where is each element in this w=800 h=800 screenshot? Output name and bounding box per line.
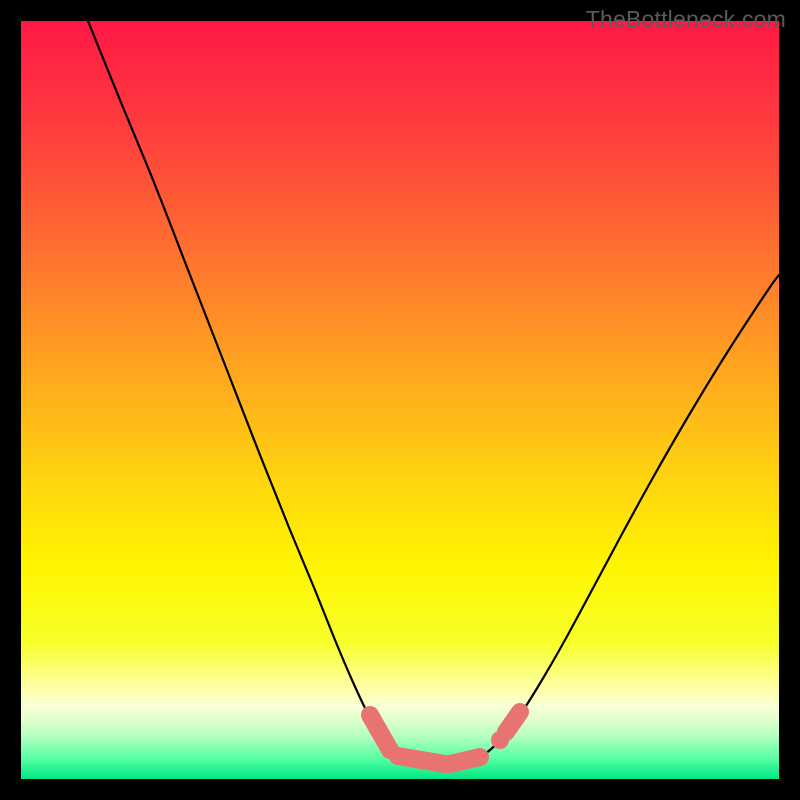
marker-capsule <box>506 712 520 732</box>
marker-capsule <box>398 756 445 764</box>
watermark-text: TheBottleneck.com <box>586 6 786 33</box>
chart-frame: TheBottleneck.com <box>0 0 800 800</box>
marker-capsule <box>450 757 480 764</box>
bottleneck-curve-chart <box>0 0 800 800</box>
